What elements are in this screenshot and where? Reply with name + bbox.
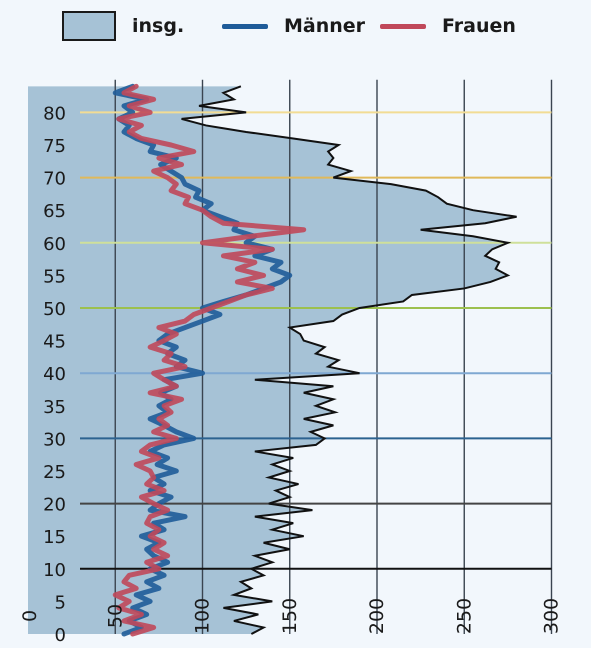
y-tick-label-25: 25	[43, 462, 66, 483]
x-tick-label-300: 300	[541, 598, 563, 634]
y-tick-label-10: 10	[43, 560, 66, 581]
y-tick-label-55: 55	[43, 266, 66, 287]
y-tick-label-65: 65	[43, 201, 66, 222]
x-tick-label-0: 0	[19, 610, 41, 622]
y-tick-label-80: 80	[43, 103, 66, 124]
legend-label-total: insg.	[132, 15, 185, 37]
y-tick-label-45: 45	[43, 332, 66, 353]
legend-label-women: Frauen	[442, 15, 516, 37]
y-tick-label-70: 70	[43, 169, 66, 190]
legend: insg. Männer Frauen	[0, 0, 591, 56]
line-frauen	[112, 83, 307, 637]
x-tick-label-50: 50	[104, 604, 126, 628]
legend-label-men: Männer	[284, 15, 366, 37]
y-tick-label-20: 20	[43, 495, 66, 516]
x-tick-label-250: 250	[453, 598, 475, 634]
y-tick-label-0: 0	[55, 625, 66, 646]
legend-item-women: Frauen	[380, 8, 516, 44]
legend-item-men: Männer	[222, 8, 365, 44]
legend-item-total: insg.	[62, 8, 184, 44]
y-tick-label-5: 5	[55, 592, 66, 613]
area-insg-outline	[181, 85, 517, 635]
y-tick-label-30: 30	[43, 429, 66, 450]
y-tick-label-75: 75	[43, 136, 66, 157]
y-tick-label-60: 60	[43, 234, 66, 255]
y-tick-label-40: 40	[43, 364, 66, 385]
legend-swatch-total	[62, 11, 116, 41]
x-tick-label-100: 100	[192, 598, 214, 634]
x-tick-label-200: 200	[366, 598, 388, 634]
legend-swatch-women	[380, 23, 426, 29]
y-tick-label-35: 35	[43, 397, 66, 418]
legend-swatch-men	[222, 23, 268, 29]
y-tick-label-15: 15	[43, 527, 66, 548]
x-tick-label-150: 150	[279, 598, 301, 634]
y-tick-label-50: 50	[43, 299, 66, 320]
